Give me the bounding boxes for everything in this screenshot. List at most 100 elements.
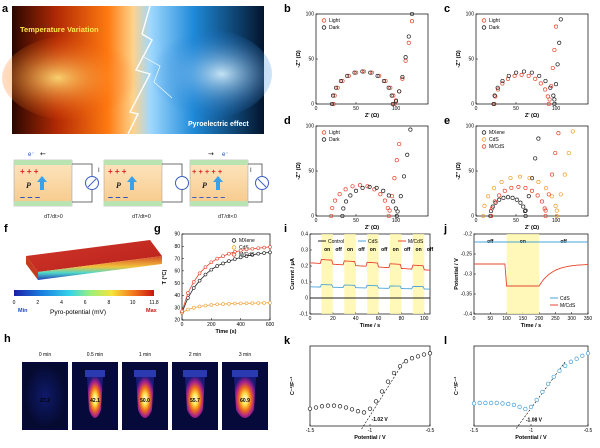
data-point (491, 186, 497, 191)
panel-k: k -1.5 -1 -0.5 Potential / V C⁻²/F⁻² -1.02 V (284, 335, 435, 441)
condition-label: dT/dt>0 (44, 214, 63, 220)
x-axis-label: Time (s) (216, 329, 237, 335)
data-point (391, 370, 397, 376)
data-point (554, 213, 559, 219)
polarization-p: P (202, 181, 207, 190)
data-point (580, 353, 585, 358)
data-point (368, 70, 373, 75)
series-Light: Light (481, 18, 559, 107)
data-point (521, 69, 527, 74)
data-point (262, 301, 266, 305)
data-point (180, 309, 184, 314)
svg-text:+ + +: + + + (108, 167, 127, 176)
data-point (553, 203, 558, 208)
x-tick-label: 40 (353, 316, 359, 322)
x-tick-label: 0 (315, 218, 318, 224)
data-point (510, 195, 515, 200)
panel-label-l: l (444, 335, 447, 347)
data-point (349, 407, 355, 412)
series-line (181, 246, 271, 312)
legend-marker (481, 137, 487, 142)
data-point (509, 185, 514, 190)
x-tick-label: 0 (473, 316, 476, 322)
data-point (360, 185, 365, 190)
y-tick-label: -0.2 (463, 232, 472, 238)
data-point (343, 199, 349, 204)
y-tick-label: 20 (174, 318, 180, 324)
data-point (514, 70, 519, 75)
y-tick-label: 30 (174, 305, 180, 311)
legend-label: Dark (329, 25, 340, 31)
data-point (191, 280, 196, 284)
data-point (523, 208, 528, 213)
svg-text:– – – – –: – – – – – (192, 192, 225, 202)
data-point (523, 185, 528, 190)
data-point (477, 400, 482, 406)
colorbar-ticks: 0 2 4 6 8 10 11.8 (13, 300, 159, 306)
data-point (405, 152, 410, 157)
panel-label-h: h (4, 333, 11, 345)
data-point (319, 404, 325, 409)
polarization-p: P (116, 181, 121, 190)
legend-marker (231, 252, 237, 257)
data-point (421, 352, 427, 357)
data-point (395, 209, 400, 214)
pyroelectric-effect-label: Pyroelectric effect (188, 121, 249, 128)
y-tick-label: 80 (174, 244, 180, 250)
x-tick-label: 200 (207, 322, 216, 328)
data-point (585, 351, 591, 356)
tube-cold (24, 364, 66, 428)
y-tick-label: 50 (468, 57, 474, 63)
data-point (400, 76, 405, 81)
data-point (338, 78, 343, 84)
data-point (486, 194, 491, 199)
data-point (554, 208, 559, 213)
data-point (394, 213, 399, 219)
x-tick-label: 0 (315, 106, 318, 112)
panel-label-d: d (284, 115, 291, 127)
data-point (548, 85, 553, 90)
data-point (346, 73, 351, 78)
legend-label: M/CdS (489, 144, 505, 150)
data-point (500, 78, 505, 84)
panel-label-f: f (4, 223, 8, 235)
series-line-CdS (310, 284, 431, 290)
data-point (209, 267, 214, 272)
data-point (492, 93, 497, 98)
on-shading (506, 234, 540, 314)
data-point (238, 248, 243, 253)
data-point (526, 194, 531, 199)
tube-hot (185, 376, 205, 418)
data-point (539, 199, 545, 204)
on-off-label: off (335, 247, 342, 253)
data-point (209, 303, 214, 307)
y-tick-label: 50 (468, 169, 474, 175)
data-point (482, 203, 487, 208)
legend-marker (321, 137, 327, 142)
circuit-2: + + + – – – P dT/dt=0 (103, 159, 189, 220)
thermal-time-label: 3 min (239, 352, 251, 358)
data-point (497, 197, 502, 202)
data-point (511, 402, 517, 408)
on-shading (344, 234, 356, 314)
data-point (332, 93, 337, 98)
legend-marker (321, 18, 327, 23)
legend-label: MXene (239, 238, 255, 244)
x-tick-label: -1 (368, 428, 373, 434)
data-point (543, 186, 549, 191)
data-point (352, 70, 357, 75)
data-point (489, 213, 494, 219)
colorbar (14, 290, 154, 296)
x-tick-label: 100 (392, 106, 401, 112)
data-point (551, 374, 556, 379)
thermal-temp-label: 60.9 (240, 398, 250, 404)
data-point (517, 174, 523, 179)
slab-top (26, 240, 162, 272)
colorbar-max: Max (146, 308, 158, 314)
electron-label: e⁻ (28, 152, 35, 158)
data-point (400, 74, 405, 80)
data-point (547, 97, 552, 102)
data-point (345, 73, 350, 78)
slab-side-left (26, 256, 38, 280)
data-point (343, 405, 349, 410)
